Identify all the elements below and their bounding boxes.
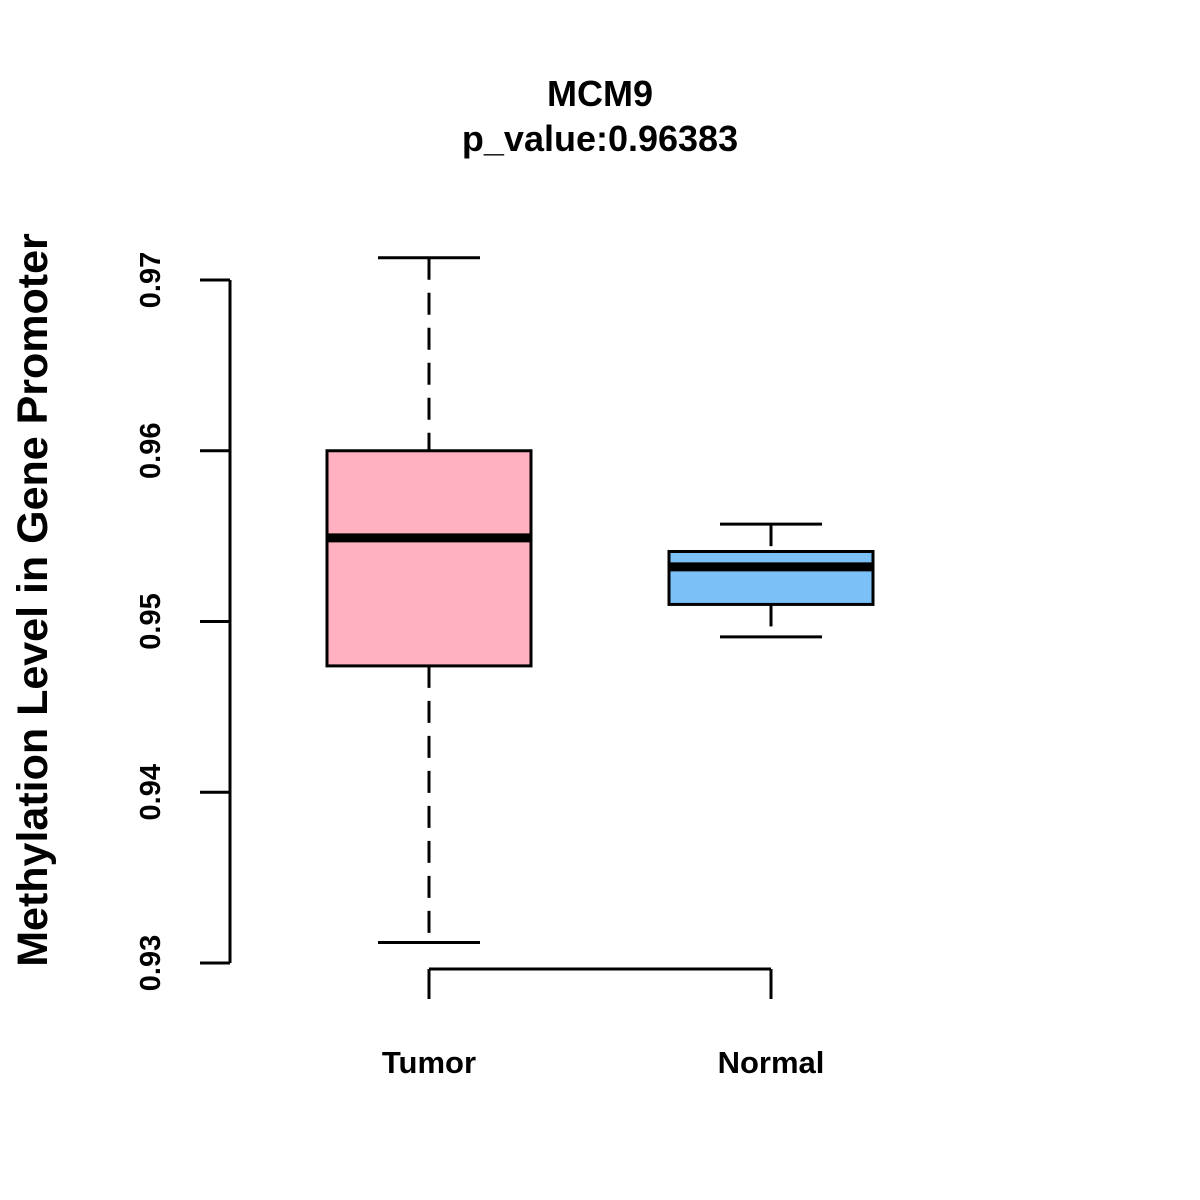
y-tick-label: 0.94 — [135, 764, 167, 820]
chart-subtitle: p_value:0.96383 — [462, 118, 738, 159]
iqr-box — [667, 549, 875, 606]
x-tick-label: Normal — [718, 1045, 825, 1080]
x-tick-label: Tumor — [382, 1045, 476, 1080]
y-tick-label: 0.96 — [135, 423, 167, 479]
y-tick-label: 0.97 — [135, 252, 167, 308]
y-axis-label: Methylation Level in Gene Promoter — [9, 233, 57, 967]
iqr-box — [325, 449, 533, 668]
x-axis: Tumor Normal — [382, 967, 825, 1080]
y-tick-label: 0.93 — [135, 935, 167, 991]
y-axis: 0.93 0.94 0.95 0.96 0.97 — [135, 252, 232, 991]
box-tumor — [325, 256, 533, 945]
y-tick-label: 0.95 — [135, 593, 167, 649]
boxes — [325, 256, 875, 945]
box-normal — [667, 522, 875, 639]
chart-title: MCM9 — [547, 73, 653, 114]
